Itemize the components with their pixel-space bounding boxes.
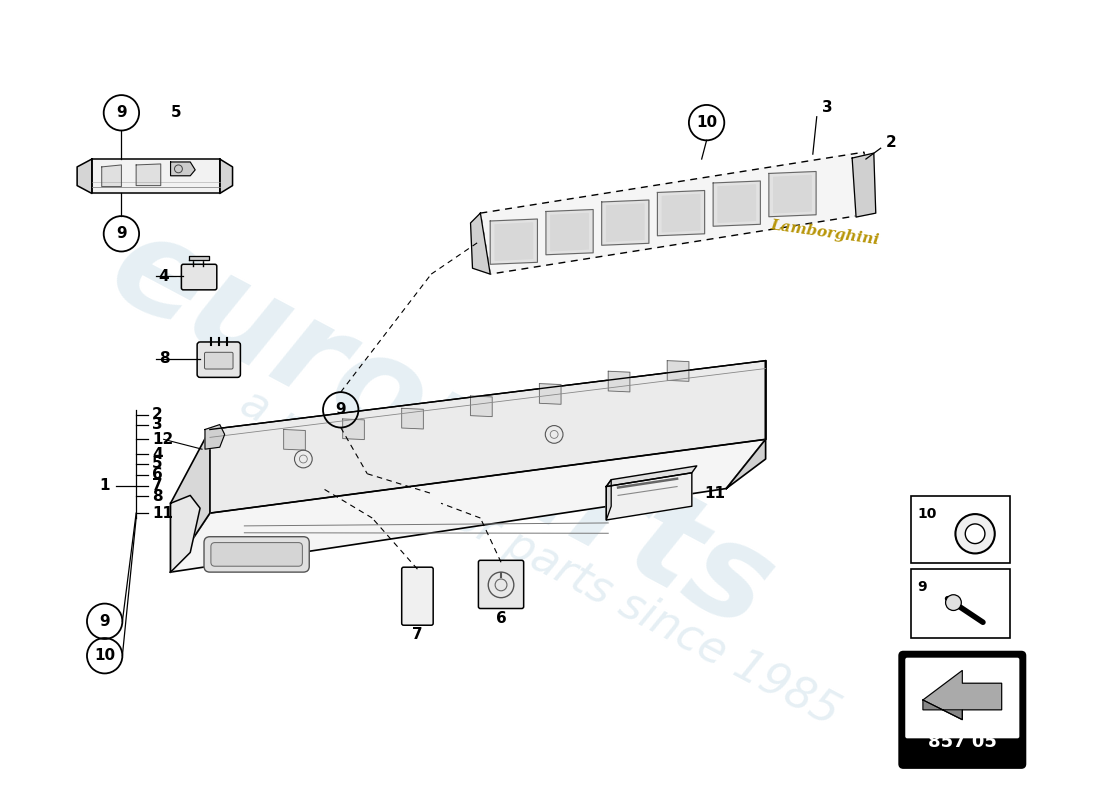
Polygon shape (923, 700, 962, 720)
Polygon shape (220, 159, 232, 194)
Text: 10: 10 (696, 115, 717, 130)
Polygon shape (668, 361, 689, 382)
Polygon shape (539, 384, 561, 404)
Polygon shape (210, 361, 766, 513)
Polygon shape (170, 162, 195, 176)
Polygon shape (658, 190, 705, 236)
Polygon shape (402, 408, 424, 429)
Text: 6: 6 (152, 467, 163, 482)
Polygon shape (726, 361, 766, 489)
Polygon shape (923, 670, 1002, 720)
Text: 10: 10 (95, 648, 116, 663)
FancyBboxPatch shape (197, 342, 241, 378)
Text: 11: 11 (705, 486, 726, 501)
Text: Lamborghini: Lamborghini (769, 218, 880, 247)
Polygon shape (606, 480, 612, 520)
FancyBboxPatch shape (204, 537, 309, 572)
Text: 9: 9 (99, 614, 110, 629)
Text: 857 05: 857 05 (928, 734, 997, 751)
Polygon shape (101, 165, 121, 186)
Text: 2: 2 (886, 135, 896, 150)
Polygon shape (189, 257, 209, 260)
Polygon shape (718, 185, 756, 222)
Polygon shape (606, 466, 696, 486)
Polygon shape (602, 200, 649, 246)
Polygon shape (769, 171, 816, 217)
Polygon shape (170, 439, 766, 572)
Text: 12: 12 (152, 432, 173, 447)
Text: 7: 7 (412, 626, 422, 642)
FancyBboxPatch shape (900, 652, 1025, 768)
FancyBboxPatch shape (211, 542, 303, 566)
Polygon shape (606, 204, 643, 242)
Text: 4: 4 (158, 269, 169, 283)
Polygon shape (471, 396, 492, 417)
Text: 10: 10 (917, 507, 936, 521)
Text: 9: 9 (117, 106, 126, 120)
Polygon shape (284, 430, 306, 450)
Circle shape (966, 524, 984, 543)
Text: 2: 2 (152, 407, 163, 422)
Polygon shape (551, 214, 588, 251)
FancyBboxPatch shape (911, 496, 1010, 563)
FancyBboxPatch shape (182, 264, 217, 290)
Text: 5: 5 (152, 457, 163, 471)
Text: europarts: europarts (89, 202, 793, 657)
Polygon shape (606, 473, 692, 520)
Polygon shape (170, 495, 200, 572)
Text: 4: 4 (152, 446, 163, 462)
FancyBboxPatch shape (205, 352, 233, 369)
Text: a passion for parts since 1985: a passion for parts since 1985 (232, 381, 846, 734)
Text: 3: 3 (152, 417, 163, 432)
Polygon shape (205, 425, 224, 449)
Circle shape (946, 594, 961, 610)
Polygon shape (136, 164, 161, 186)
Polygon shape (608, 371, 630, 392)
Text: 8: 8 (158, 351, 169, 366)
Text: 7: 7 (152, 478, 163, 493)
Text: 1: 1 (99, 478, 110, 493)
Polygon shape (92, 159, 220, 194)
Polygon shape (491, 219, 538, 264)
Text: 6: 6 (496, 611, 506, 626)
Text: 9: 9 (336, 402, 346, 418)
Polygon shape (773, 175, 811, 213)
Polygon shape (170, 430, 210, 572)
FancyBboxPatch shape (402, 567, 433, 626)
FancyBboxPatch shape (478, 560, 524, 609)
FancyBboxPatch shape (905, 658, 1020, 738)
Text: 5: 5 (170, 106, 182, 120)
Text: 11: 11 (152, 506, 173, 521)
Polygon shape (546, 210, 593, 254)
Polygon shape (852, 153, 876, 217)
Text: 9: 9 (917, 580, 926, 594)
Text: 8: 8 (152, 489, 163, 504)
Polygon shape (77, 159, 92, 194)
Polygon shape (481, 152, 873, 274)
FancyBboxPatch shape (911, 569, 1010, 638)
Polygon shape (471, 213, 491, 274)
Polygon shape (343, 419, 364, 439)
Polygon shape (662, 194, 700, 232)
Polygon shape (495, 223, 532, 260)
Text: 9: 9 (117, 226, 126, 242)
Polygon shape (713, 181, 760, 226)
Circle shape (956, 514, 994, 554)
Text: 3: 3 (822, 100, 833, 115)
